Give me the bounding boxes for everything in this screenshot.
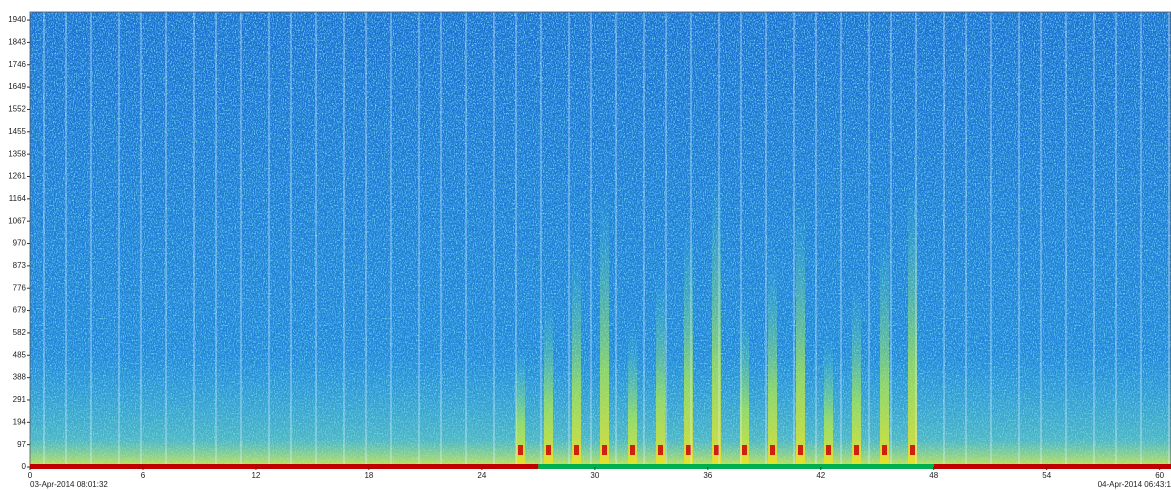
x-tick-label: 12	[251, 471, 260, 480]
y-tick-label: 1455	[8, 127, 26, 136]
y-tick-label: 970	[13, 239, 27, 248]
x-tick-label: 30	[590, 471, 599, 480]
y-tick-label: 388	[13, 373, 27, 382]
y-tick-label: 97	[17, 440, 26, 449]
x-tick-label: 54	[1042, 471, 1051, 480]
harmonic	[908, 175, 917, 467]
y-tick-label: 1067	[8, 216, 26, 225]
harmonic-peak	[630, 445, 635, 455]
end-time: 04-Apr-2014 06:43:1	[1098, 480, 1171, 489]
y-tick-label: 1358	[8, 149, 26, 158]
harmonic-peak	[714, 445, 719, 455]
x-tick-label: 48	[929, 471, 938, 480]
y-tick-label: 679	[13, 306, 27, 315]
harmonic	[572, 241, 581, 467]
y-tick-label: 485	[13, 350, 27, 359]
y-tick-label: 582	[13, 328, 27, 337]
harmonic	[740, 303, 749, 467]
harmonic	[516, 347, 525, 467]
harmonic	[824, 334, 833, 467]
x-tick-label: 42	[816, 471, 825, 480]
y-tick-label: 1843	[8, 38, 26, 47]
harmonic	[600, 188, 609, 467]
y-tick-label: 1261	[8, 172, 26, 181]
harmonic-peak	[826, 445, 831, 455]
y-tick-label: 1746	[8, 60, 26, 69]
harmonic-peak	[742, 445, 747, 455]
spectrogram	[30, 12, 1171, 467]
harmonic-peak	[518, 445, 523, 455]
harmonic	[852, 281, 861, 467]
y-tick-label: 1164	[9, 194, 27, 203]
segment	[538, 464, 934, 469]
harmonic	[768, 250, 777, 467]
harmonic	[712, 166, 721, 467]
x-tick-label: 6	[141, 471, 146, 480]
y-tick-label: 291	[13, 395, 27, 404]
harmonic-peak	[770, 445, 775, 455]
harmonic	[544, 294, 553, 467]
x-tick-label: 24	[477, 471, 486, 480]
harmonic-peak	[574, 445, 579, 455]
x-tick-label: 18	[364, 471, 373, 480]
harmonic	[628, 325, 637, 467]
x-tick-label: 0	[28, 471, 33, 480]
y-tick-label: 873	[13, 261, 27, 270]
harmonic-peak	[854, 445, 859, 455]
y-tick-label: 1649	[8, 82, 26, 91]
harmonic-peak	[686, 445, 691, 455]
harmonic-peak	[602, 445, 607, 455]
harmonic-peak	[798, 445, 803, 455]
segment	[933, 464, 1171, 469]
harmonic	[684, 219, 693, 467]
y-tick-label: 1940	[8, 15, 26, 24]
x-tick-label: 36	[703, 471, 712, 480]
harmonic	[880, 228, 889, 467]
segment	[30, 464, 539, 469]
y-tick-label: 194	[13, 417, 27, 426]
x-tick-label: 60	[1155, 471, 1164, 480]
harmonic-peak	[882, 445, 887, 455]
y-tick-label: 0	[22, 462, 27, 471]
harmonic-peak	[658, 445, 663, 455]
y-tick-label: 776	[13, 283, 27, 292]
harmonic	[656, 272, 665, 467]
harmonic-peak	[546, 445, 551, 455]
start-time: 03-Apr-2014 08:01:32	[30, 480, 108, 489]
harmonic	[796, 197, 805, 467]
y-tick-label: 1552	[8, 105, 26, 114]
harmonic-peak	[910, 445, 915, 455]
